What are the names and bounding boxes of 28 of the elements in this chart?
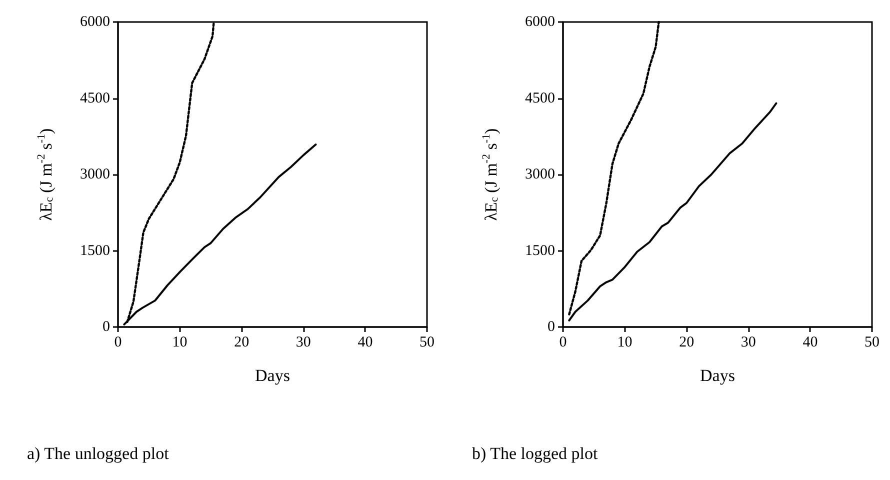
y-tick-label: 0 [102,319,110,335]
text: a) The unlogged plot [27,444,170,463]
x-tick-label: 50 [864,334,880,350]
y-tick-label: 1500 [80,242,110,259]
x-tick-label: 40 [802,334,818,350]
y-tick-label: 3000 [525,166,555,182]
x-tick-label: 30 [296,334,311,350]
y-tick-label: 1500 [525,242,555,259]
x-tick-label: 30 [740,334,756,350]
y-tick-label: 6000 [80,14,110,30]
x-tick-label: 20 [679,334,694,350]
y-tick-label: 4500 [525,90,555,106]
x-tick-label: 20 [234,334,250,350]
x-axis-title: Days [255,366,290,385]
x-tick-label: 50 [420,334,434,350]
x-tick-label: 0 [559,334,567,350]
text: b) The logged plot [472,444,598,463]
y-axis-title: λEc (J m-2 s-1) [480,128,500,221]
y-tick-label: 3000 [80,166,110,182]
y-tick-label: 0 [548,319,555,335]
y-axis-title: λEc (J m-2 s-1) [36,128,56,221]
x-tick-label: 40 [358,334,373,350]
x-tick-label: 10 [172,334,188,350]
y-tick-label: 4500 [80,90,110,106]
x-tick-label: 0 [114,334,122,350]
y-tick-label: 6000 [525,14,555,30]
x-tick-label: 10 [617,334,632,350]
x-axis-title: Days [700,366,735,385]
